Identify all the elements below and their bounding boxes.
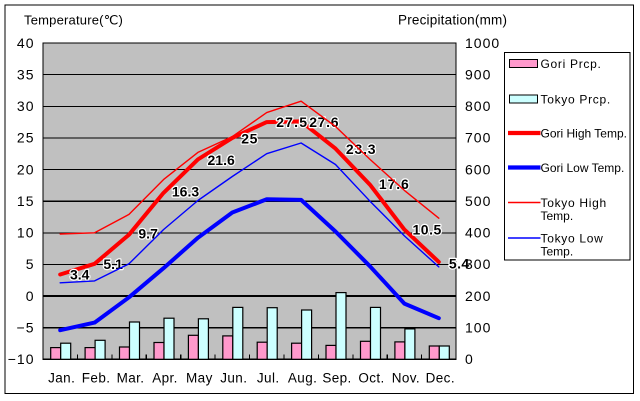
svg-text:500: 500 xyxy=(465,193,491,209)
svg-text:Jul.: Jul. xyxy=(257,371,280,386)
svg-text:Jun.: Jun. xyxy=(220,371,247,386)
svg-text:27.5: 27.5 xyxy=(276,114,308,130)
svg-text:Gori Prcp.: Gori Prcp. xyxy=(541,57,602,71)
svg-text:Tokyo Low: Tokyo Low xyxy=(541,231,604,245)
svg-text:Tokyo Prcp.: Tokyo Prcp. xyxy=(541,92,611,106)
svg-text:400: 400 xyxy=(465,225,491,241)
svg-text:16.3: 16.3 xyxy=(172,184,199,200)
svg-text:23.3: 23.3 xyxy=(346,141,376,157)
svg-text:Mar.: Mar. xyxy=(117,371,145,386)
svg-text:5.4: 5.4 xyxy=(449,256,470,272)
svg-text:Aug.: Aug. xyxy=(288,371,317,386)
svg-text:Temp.: Temp. xyxy=(541,244,574,258)
svg-text:0: 0 xyxy=(465,351,474,367)
svg-text:−5: −5 xyxy=(17,320,35,336)
svg-text:Temp.: Temp. xyxy=(541,209,574,223)
svg-text:Oct.: Oct. xyxy=(358,371,384,386)
svg-text:25: 25 xyxy=(17,130,35,146)
svg-text:300: 300 xyxy=(465,256,491,272)
svg-text:200: 200 xyxy=(465,288,491,304)
svg-text:Precipitation(mm): Precipitation(mm) xyxy=(398,13,507,28)
svg-text:25: 25 xyxy=(241,130,258,146)
svg-text:Nov.: Nov. xyxy=(392,371,420,386)
svg-text:Feb.: Feb. xyxy=(82,371,111,386)
svg-text:20: 20 xyxy=(17,161,35,177)
svg-text:5: 5 xyxy=(26,256,35,272)
svg-text:Gori Low Temp.: Gori Low Temp. xyxy=(541,161,625,175)
svg-text:700: 700 xyxy=(465,130,491,146)
svg-text:35: 35 xyxy=(17,66,35,82)
svg-text:900: 900 xyxy=(465,66,491,82)
svg-text:9.7: 9.7 xyxy=(138,226,158,242)
svg-text:5.1: 5.1 xyxy=(103,256,123,272)
svg-text:Jan.: Jan. xyxy=(48,371,75,386)
svg-text:Gori High Temp.: Gori High Temp. xyxy=(541,126,627,140)
svg-text:0: 0 xyxy=(26,288,35,304)
svg-text:21.6: 21.6 xyxy=(208,152,235,168)
svg-text:17.6: 17.6 xyxy=(379,176,410,192)
svg-text:600: 600 xyxy=(465,161,491,177)
svg-text:Tokyo High: Tokyo High xyxy=(541,196,607,210)
svg-text:10: 10 xyxy=(17,225,35,241)
svg-text:15: 15 xyxy=(17,193,35,209)
svg-text:Dec.: Dec. xyxy=(426,371,455,386)
svg-text:10.5: 10.5 xyxy=(413,222,442,238)
svg-text:−10: −10 xyxy=(8,351,35,367)
svg-text:Temperature(℃): Temperature(℃) xyxy=(24,13,123,28)
svg-text:30: 30 xyxy=(17,98,35,114)
svg-text:800: 800 xyxy=(465,98,491,114)
svg-text:May: May xyxy=(186,371,213,386)
svg-text:Sep.: Sep. xyxy=(322,371,351,386)
svg-text:27.6: 27.6 xyxy=(309,114,339,130)
svg-text:100: 100 xyxy=(465,320,491,336)
svg-text:1000: 1000 xyxy=(465,35,500,51)
svg-text:40: 40 xyxy=(17,35,35,51)
svg-text:Apr.: Apr. xyxy=(152,371,178,386)
svg-text:3.4: 3.4 xyxy=(70,266,90,282)
